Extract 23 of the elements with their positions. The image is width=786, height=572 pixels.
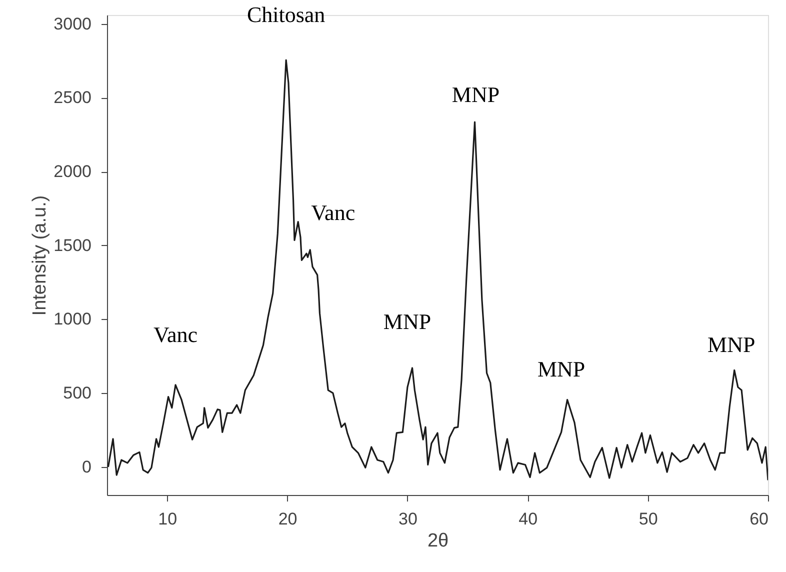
x-tick-label: 10 <box>158 510 178 528</box>
annotation: MNP <box>537 356 586 382</box>
x-tick-label: 50 <box>638 510 658 528</box>
annotation: MNP <box>383 308 432 334</box>
x-axis-title: 2θ <box>427 530 449 552</box>
x-tick-label: 40 <box>518 510 538 528</box>
y-tick-label: 0 <box>82 457 92 476</box>
y-tick-label: 2000 <box>54 162 92 182</box>
y-tick-label: 3000 <box>54 14 92 34</box>
y-tick-label: 1000 <box>54 310 92 329</box>
y-tick-label: 1500 <box>54 236 92 255</box>
y-tick-label: 500 <box>63 384 92 403</box>
line-series <box>107 59 768 482</box>
annotation: MNP <box>452 82 500 108</box>
x-tick-label: 30 <box>398 510 418 528</box>
y-tick-label: 2500 <box>54 88 92 108</box>
annotation: Chitosan <box>246 2 326 28</box>
annotation: MNP <box>708 332 756 358</box>
x-tick-label: 20 <box>278 510 298 528</box>
y-axis-title: Intensity (a.u.) <box>30 195 51 316</box>
annotation: Vanc <box>311 200 356 225</box>
x-tick-label: 60 <box>750 510 768 528</box>
annotation: Vanc <box>154 322 198 347</box>
